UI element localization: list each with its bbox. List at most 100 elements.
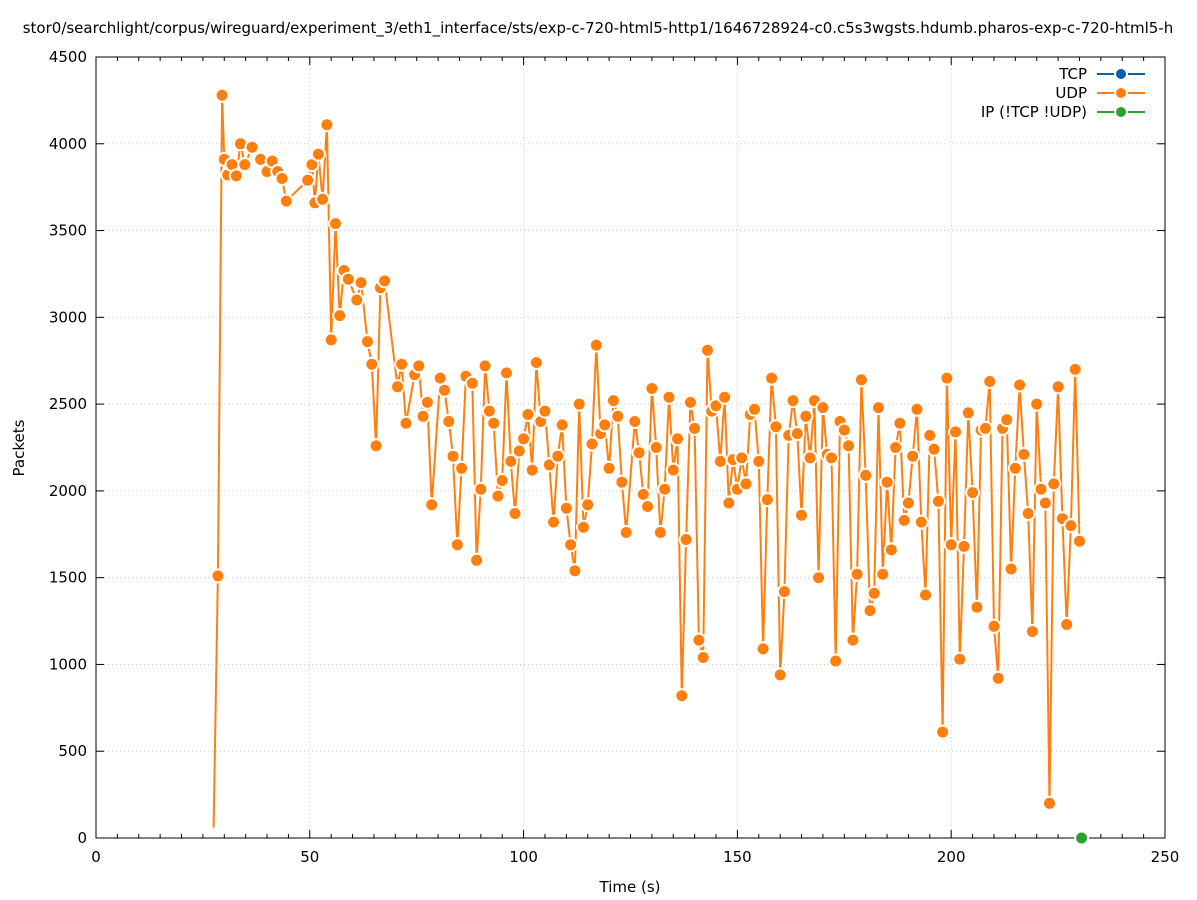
data-point bbox=[691, 632, 707, 648]
data-point bbox=[738, 476, 754, 492]
data-point bbox=[918, 587, 933, 603]
data-point bbox=[469, 552, 485, 568]
data-point bbox=[772, 667, 788, 683]
data-point bbox=[340, 271, 356, 287]
data-point bbox=[631, 445, 647, 461]
data-point bbox=[922, 427, 938, 443]
data-point bbox=[764, 370, 780, 386]
legend-swatch-marker bbox=[1114, 105, 1128, 119]
data-point bbox=[815, 400, 831, 416]
data-point bbox=[597, 417, 613, 433]
data-point bbox=[836, 422, 852, 438]
data-point bbox=[896, 512, 912, 528]
data-point bbox=[768, 419, 784, 435]
data-point bbox=[315, 191, 331, 207]
data-point bbox=[999, 412, 1015, 428]
data-point bbox=[627, 414, 643, 429]
data-point bbox=[520, 407, 536, 422]
data-point bbox=[776, 584, 792, 600]
data-point bbox=[824, 450, 839, 466]
data-point bbox=[377, 273, 393, 289]
data-point bbox=[584, 436, 600, 452]
legend-label: IP (!TCP !UDP) bbox=[981, 103, 1087, 121]
data-point bbox=[802, 450, 818, 466]
axis-ticks: 0 500 1000 1500 2000 2500 3000 3500 4000 4500 0 50 1… bbox=[49, 48, 1180, 866]
data-point bbox=[537, 403, 553, 419]
data-point bbox=[794, 507, 809, 523]
data-point bbox=[524, 462, 540, 478]
data-point bbox=[580, 497, 596, 513]
data-point bbox=[977, 420, 993, 436]
data-point bbox=[900, 495, 916, 511]
data-point bbox=[1042, 795, 1057, 811]
data-point bbox=[477, 358, 493, 374]
data-point bbox=[687, 420, 703, 436]
data-point bbox=[300, 172, 316, 188]
data-point bbox=[541, 457, 557, 473]
data-point bbox=[708, 398, 724, 414]
data-point bbox=[364, 356, 380, 372]
x-tick-label: 0 bbox=[91, 848, 101, 866]
data-point bbox=[845, 632, 861, 648]
data-point bbox=[516, 431, 532, 447]
data-point bbox=[610, 408, 626, 424]
x-tick-label: 150 bbox=[723, 848, 752, 866]
data-point bbox=[1020, 506, 1036, 521]
data-point bbox=[965, 485, 981, 501]
x-tick-label: 250 bbox=[1151, 848, 1180, 866]
data-point bbox=[554, 417, 570, 433]
y-tick-label: 2000 bbox=[49, 482, 87, 500]
data-point bbox=[849, 566, 865, 582]
data-point bbox=[349, 292, 365, 308]
data-point bbox=[785, 393, 801, 409]
data-point bbox=[214, 87, 230, 103]
data-point bbox=[576, 519, 591, 535]
data-point bbox=[665, 462, 681, 478]
data-point bbox=[789, 426, 805, 442]
y-tick-label: 4500 bbox=[49, 48, 87, 66]
data-point bbox=[328, 216, 343, 232]
data-point bbox=[635, 486, 651, 502]
data-point bbox=[546, 514, 561, 530]
data-point bbox=[721, 495, 737, 511]
data-point bbox=[550, 448, 566, 464]
data-point bbox=[644, 381, 660, 396]
legend-swatch-marker bbox=[1114, 86, 1128, 100]
data-point bbox=[503, 453, 519, 469]
data-point bbox=[398, 415, 414, 431]
data-point bbox=[473, 481, 489, 497]
data-point bbox=[751, 453, 767, 469]
data-point bbox=[558, 500, 574, 516]
legend-label: UDP bbox=[1055, 84, 1087, 102]
data-point bbox=[1072, 533, 1087, 549]
series-2 bbox=[1074, 830, 1090, 846]
y-tick-label: 0 bbox=[77, 829, 87, 847]
data-point bbox=[1050, 379, 1066, 395]
data-point bbox=[310, 146, 326, 162]
data-point bbox=[858, 467, 874, 483]
data-point bbox=[511, 443, 527, 459]
data-point bbox=[1016, 446, 1032, 462]
data-point bbox=[866, 585, 882, 601]
data-point bbox=[323, 332, 339, 348]
data-point bbox=[712, 453, 728, 469]
data-point bbox=[567, 563, 583, 579]
x-tick-label: 100 bbox=[509, 848, 538, 866]
data-point bbox=[494, 473, 510, 488]
y-tick-label: 3500 bbox=[49, 222, 87, 240]
data-point bbox=[871, 400, 886, 416]
data-point bbox=[601, 460, 617, 476]
data-point bbox=[499, 365, 514, 381]
data-point bbox=[879, 474, 895, 490]
data-point bbox=[674, 688, 690, 704]
data-point bbox=[956, 538, 972, 554]
data-point bbox=[678, 532, 694, 547]
y-tick-label: 2500 bbox=[49, 395, 87, 413]
data-point bbox=[640, 499, 656, 514]
data-point bbox=[441, 414, 457, 429]
data-point bbox=[1067, 361, 1083, 377]
series-1 bbox=[210, 87, 1087, 828]
data-point bbox=[939, 370, 955, 386]
data-point bbox=[828, 653, 844, 669]
